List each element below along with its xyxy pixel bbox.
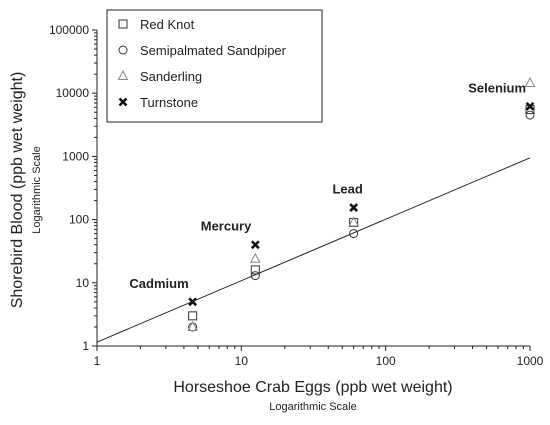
x-axis-title: Horseshoe Crab Eggs (ppb wet weight): [173, 379, 452, 396]
marker-circle: [349, 229, 359, 239]
marker-triangle: [348, 216, 359, 227]
legend-marker-red-knot: [118, 19, 128, 29]
data-point-red-knot: [250, 265, 260, 275]
data-point-sanderling: [187, 320, 198, 331]
legend: Red Knot Semipalmated Sandpiper Sanderling…: [106, 9, 323, 123]
data-point-turnstone: [525, 101, 535, 111]
regression-line-group: [96, 157, 531, 343]
marker-triangle: [187, 320, 198, 331]
legend-label-sanderling: Sanderling: [140, 69, 202, 84]
data-point-turnstone: [250, 240, 260, 250]
y-tick-label: 10: [76, 276, 90, 290]
marker-x-stroke: [250, 240, 260, 250]
annotations-group: Cadmium Mercury Lead Selenium: [129, 80, 526, 291]
marker-square: [118, 19, 128, 29]
marker-x-stroke: [118, 97, 128, 107]
regression-line: [96, 157, 531, 343]
y-tick-label: 100000: [49, 23, 89, 37]
annotation-cadmium: Cadmium: [129, 276, 188, 291]
data-point-semipalmated-sandpiper: [349, 229, 359, 239]
marker-triangle: [249, 252, 261, 263]
data-point-turnstone: [188, 297, 198, 307]
legend-marker-semipalmated-sandpiper: [118, 45, 128, 55]
legend-marker-sanderling: [117, 69, 129, 80]
marker-x-stroke: [188, 297, 198, 307]
marker-triangle: [524, 76, 536, 88]
data-point-turnstone: [349, 203, 359, 212]
legend-box: [106, 9, 323, 123]
y-axis-title: Shorebird Blood (ppb wet weight): [9, 72, 26, 309]
x-tick-label: 1000: [517, 354, 544, 368]
marker-triangle: [117, 69, 129, 80]
y-tick-label: 1000: [62, 149, 89, 163]
marker-circle: [525, 110, 535, 120]
y-axis-subtitle: Logarithmic Scale: [31, 146, 43, 233]
annotation-lead: Lead: [332, 182, 362, 197]
legend-label-turnstone: Turnstone: [140, 95, 198, 110]
marker-circle: [118, 45, 128, 55]
data-point-sanderling: [348, 216, 359, 227]
annotation-mercury: Mercury: [201, 219, 252, 234]
marker-square: [250, 265, 260, 275]
data-point-semipalmated-sandpiper: [250, 271, 260, 281]
y-tick-label: 1: [82, 339, 89, 353]
x-tick-label: 10: [235, 354, 249, 368]
legend-label-semipalmated-sandpiper: Semipalmated Sandpiper: [140, 43, 287, 58]
x-tick-label: 100: [376, 354, 396, 368]
data-points-group: [187, 76, 536, 332]
y-tick-label: 100: [69, 213, 89, 227]
y-tick-label: 10000: [56, 86, 90, 100]
x-axis-subtitle: Logarithmic Scale: [269, 401, 356, 413]
x-tick-label: 1: [94, 354, 101, 368]
legend-marker-turnstone: [118, 97, 128, 107]
axes-group: 1 10 100 1000 1 10 100 1000 10000 100000: [49, 23, 544, 368]
annotation-selenium: Selenium: [468, 80, 526, 95]
data-point-sanderling: [249, 252, 261, 263]
data-point-semipalmated-sandpiper: [525, 110, 535, 120]
marker-square: [188, 311, 198, 321]
marker-circle: [250, 271, 260, 281]
marker-x-stroke: [525, 101, 535, 111]
data-point-sanderling: [524, 76, 536, 88]
data-point-red-knot: [188, 311, 198, 321]
marker-x-stroke: [349, 203, 359, 212]
legend-label-red-knot: Red Knot: [140, 17, 195, 32]
